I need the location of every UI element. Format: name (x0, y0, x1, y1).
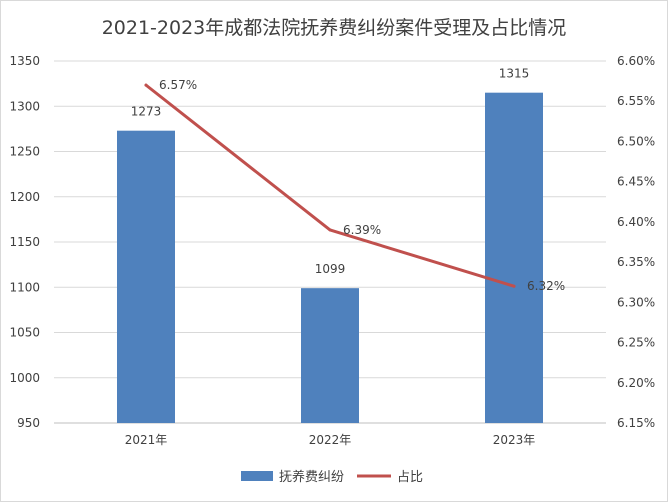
legend: 抚养费纠纷 占比 (241, 469, 423, 485)
y-right-tick-label: 6.55% (617, 94, 655, 108)
data-labels: 1273 1099 1315 6.57% 6.39% 6.32% (131, 67, 565, 294)
y-right-tick-label: 6.15% (617, 416, 655, 430)
line-data-label: 6.39% (343, 223, 381, 237)
y-right-tick-label: 6.50% (617, 134, 655, 148)
line-series (144, 83, 516, 288)
y-left-tick-label: 1300 (9, 99, 40, 113)
line-point (512, 284, 516, 288)
y-right-tick-label: 6.25% (617, 336, 655, 350)
axes: 950 1000 1050 1100 1150 1200 1250 1300 1350 6.15%… (9, 54, 655, 447)
y-left-tick-label: 1250 (9, 145, 40, 159)
y-left-tick-label: 1150 (9, 235, 40, 249)
y-left-tick-label: 1000 (9, 371, 40, 385)
line-point (328, 228, 332, 232)
bar (485, 92, 543, 424)
line-data-label: 6.57% (159, 78, 197, 92)
y-right-tick-label: 6.20% (617, 376, 655, 390)
x-tick-label: 2023年 (493, 433, 536, 447)
bar-data-label: 1273 (131, 105, 162, 119)
y-right-tick-label: 6.40% (617, 215, 655, 229)
y-left-tick-label: 1200 (9, 190, 40, 204)
chart-title: 2021-2023年成都法院抚养费纠纷案件受理及占比情况 (101, 17, 567, 39)
bar-series (117, 92, 543, 424)
y-left-tick-label: 1100 (9, 280, 40, 294)
y-right-tick-label: 6.30% (617, 295, 655, 309)
y-right-tick-label: 6.35% (617, 255, 655, 269)
line-path (144, 83, 516, 288)
y-right-tick-label: 6.60% (617, 54, 655, 68)
y-left-tick-label: 1350 (9, 54, 40, 68)
y-left-tick-label: 950 (17, 416, 40, 430)
y-left-tick-label: 1050 (9, 326, 40, 340)
bar-data-label: 1099 (315, 262, 346, 276)
bar (117, 130, 175, 423)
bar (301, 288, 359, 423)
legend-label-bar: 抚养费纠纷 (279, 469, 344, 485)
line-point (144, 83, 148, 87)
x-tick-label: 2022年 (309, 433, 352, 447)
line-data-label: 6.32% (527, 279, 565, 293)
legend-swatch-bar (241, 471, 273, 481)
y-right-tick-label: 6.45% (617, 175, 655, 189)
bar-data-label: 1315 (499, 67, 530, 81)
legend-label-line: 占比 (397, 470, 423, 485)
x-tick-label: 2021年 (125, 433, 168, 447)
